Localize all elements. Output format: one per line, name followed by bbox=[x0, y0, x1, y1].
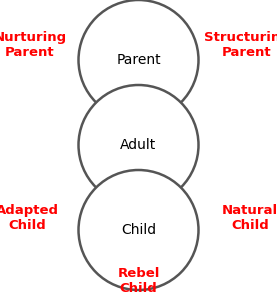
Text: Nurturing
Parent: Nurturing Parent bbox=[0, 31, 66, 59]
Ellipse shape bbox=[78, 85, 199, 205]
Text: Natural
Child: Natural Child bbox=[222, 204, 277, 232]
Text: Adapted
Child: Adapted Child bbox=[0, 204, 58, 232]
Ellipse shape bbox=[78, 0, 199, 120]
Text: Parent: Parent bbox=[116, 53, 161, 67]
Text: Child: Child bbox=[121, 223, 156, 237]
Text: Rebel
Child: Rebel Child bbox=[117, 267, 160, 295]
Ellipse shape bbox=[78, 170, 199, 290]
Text: Adult: Adult bbox=[120, 138, 157, 152]
Text: Structuring
Parent: Structuring Parent bbox=[204, 31, 277, 59]
